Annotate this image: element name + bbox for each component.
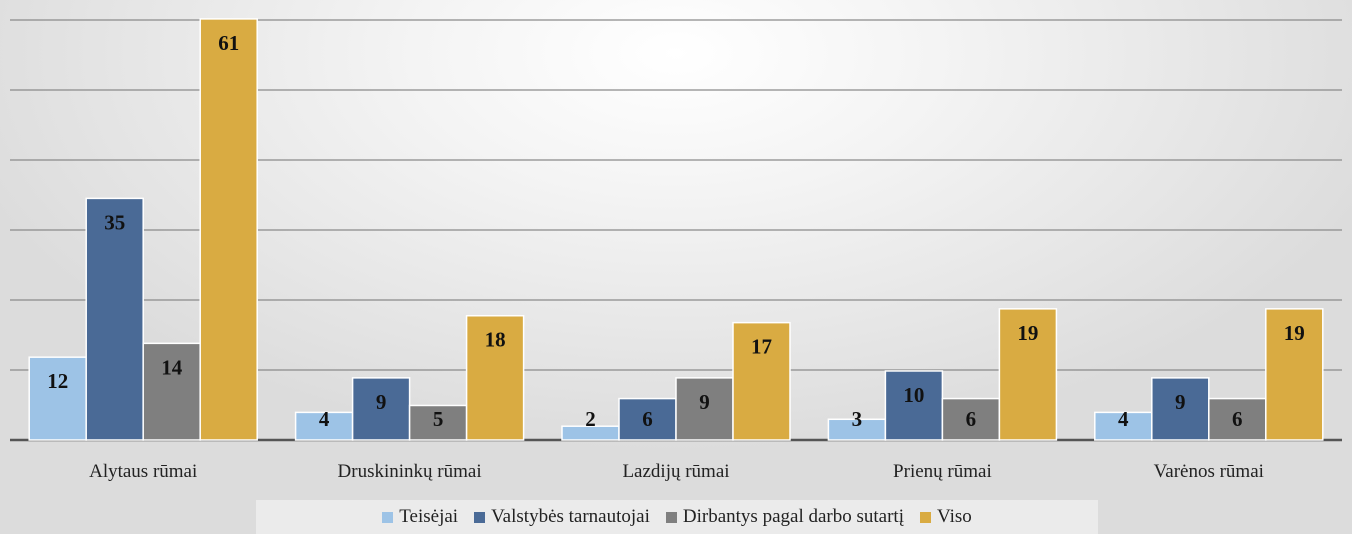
data-label: 3 <box>852 407 863 431</box>
bar <box>1265 308 1324 441</box>
data-label: 5 <box>433 407 444 431</box>
category-label: Lazdijų rūmai <box>622 461 729 482</box>
bar <box>199 18 258 441</box>
data-label: 9 <box>1175 390 1186 414</box>
category-label: Prienų rūmai <box>893 461 992 482</box>
bar <box>941 397 1001 441</box>
bars <box>28 18 1324 441</box>
data-label: 2 <box>585 407 596 431</box>
bar <box>998 308 1058 441</box>
data-label: 19 <box>1017 321 1038 345</box>
data-label: 10 <box>903 383 924 407</box>
bar <box>618 397 677 441</box>
legend-label: Dirbantys pagal darbo sutartį <box>682 506 904 527</box>
data-label: 17 <box>751 335 772 359</box>
bar <box>142 342 201 441</box>
data-labels: 12 35 14 61 4 9 5 18 2 6 9 17 3 10 6 19 4 9 6 19 <box>47 31 1305 431</box>
legend-swatch <box>919 511 931 523</box>
data-label: 12 <box>47 369 68 393</box>
bar <box>465 314 525 441</box>
legend-swatch <box>382 511 394 523</box>
data-label: 35 <box>104 210 125 234</box>
data-label: 6 <box>1232 407 1243 431</box>
data-label: 4 <box>1118 407 1129 431</box>
bar <box>28 356 87 441</box>
bar <box>294 411 354 441</box>
data-label: 4 <box>319 407 330 431</box>
data-label: 61 <box>218 31 239 55</box>
bar <box>351 377 411 441</box>
data-label: 6 <box>966 407 977 431</box>
legend-item: Teisėjai <box>382 506 458 528</box>
category-labels: Alytaus rūmai Druskininkų rūmai Lazdijų rū… <box>89 461 1264 482</box>
legend-label: Valstybės tarnautojai <box>491 506 650 527</box>
legend-label: Teisėjai <box>399 506 459 527</box>
data-label: 9 <box>699 390 710 414</box>
legend-item: Valstybės tarnautojai <box>474 506 650 528</box>
legend-item: Dirbantys pagal darbo sutartį <box>665 506 904 528</box>
category-label: Druskininkų rūmai <box>338 461 482 482</box>
legend: Teisėjai Valstybės tarnautojai Dirbantys p… <box>256 500 1098 534</box>
category-label: Varėnos rūmai <box>1154 461 1264 482</box>
data-label: 14 <box>161 355 183 379</box>
legend-swatch <box>665 511 677 523</box>
bar <box>85 197 144 441</box>
data-label: 18 <box>485 328 506 352</box>
plot-area: 12 35 14 61 4 9 5 18 2 6 9 17 3 10 6 19 4 9 6 19 Alytaus rū… <box>10 18 1342 482</box>
bar <box>675 377 734 441</box>
legend-swatch <box>474 511 486 523</box>
category-label: Alytaus rūmai <box>89 461 197 482</box>
bar <box>732 321 791 441</box>
data-label: 19 <box>1284 321 1305 345</box>
bar <box>1208 397 1267 441</box>
data-label: 6 <box>642 407 653 431</box>
data-label: 9 <box>376 390 387 414</box>
bar <box>1151 377 1210 441</box>
legend-label: Viso <box>936 506 972 527</box>
legend-item: Viso <box>919 506 972 528</box>
